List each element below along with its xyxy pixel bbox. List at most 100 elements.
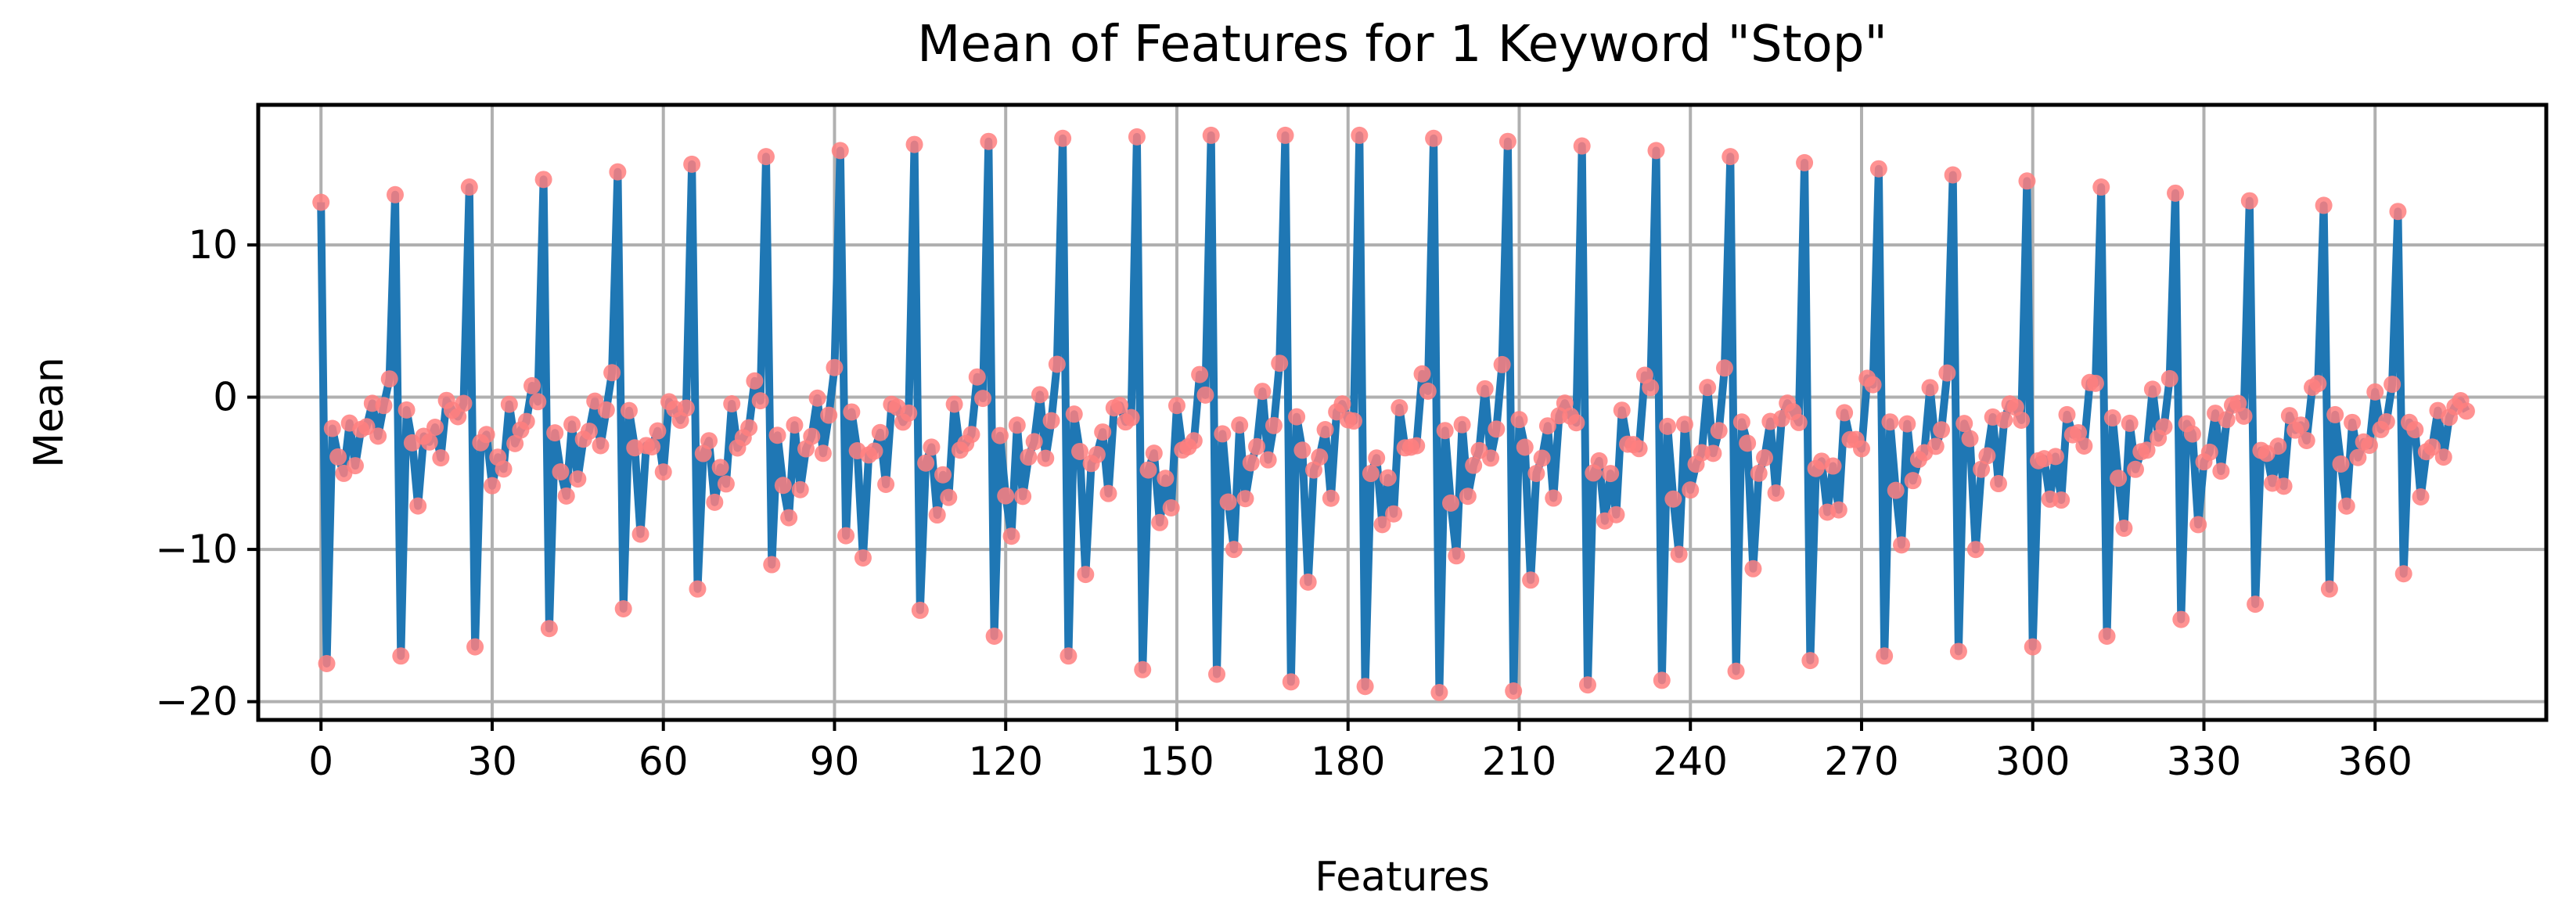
data-point — [1602, 465, 1620, 483]
data-point — [1185, 432, 1203, 450]
data-point — [1715, 359, 1733, 377]
data-point — [329, 448, 347, 466]
data-point — [1265, 416, 1283, 434]
axis-ticks: 0 30 60 90 120 150 180 210 240 270 300 330 360 10 0 −10… — [155, 222, 2412, 784]
data-point — [455, 394, 473, 412]
data-point — [2360, 437, 2378, 455]
data-point — [1642, 379, 1660, 397]
data-point — [552, 463, 570, 481]
x-tick-label: 270 — [1824, 739, 1898, 784]
data-point — [945, 395, 963, 413]
data-point — [1288, 408, 1306, 426]
data-point — [2200, 443, 2218, 461]
data-point — [1476, 380, 1494, 398]
data-point — [1351, 126, 1369, 144]
data-point — [2172, 610, 2190, 628]
data-point — [1556, 394, 1574, 412]
data-point — [2235, 407, 2253, 425]
data-point — [2018, 172, 2036, 190]
data-point — [466, 638, 484, 656]
data-point — [1578, 676, 1596, 694]
data-point — [1134, 660, 1152, 678]
data-point — [968, 368, 986, 386]
data-point — [1567, 414, 1585, 432]
data-point — [2183, 425, 2201, 443]
data-point — [808, 389, 826, 407]
data-point — [1944, 166, 1962, 184]
data-point — [1482, 449, 1500, 467]
data-point — [506, 434, 524, 452]
data-point — [580, 423, 598, 441]
data-point — [1989, 475, 2007, 493]
data-point — [1893, 536, 1911, 554]
x-axis-label: Features — [1315, 854, 1490, 901]
data-point — [1254, 383, 1272, 401]
data-point — [2046, 448, 2064, 466]
data-point — [614, 599, 632, 617]
data-point — [2218, 411, 2236, 429]
data-point — [820, 406, 838, 424]
data-point — [1219, 493, 1237, 511]
data-point — [654, 463, 672, 481]
data-point — [1425, 129, 1443, 147]
data-point — [740, 419, 758, 437]
data-point — [1995, 411, 2013, 429]
data-point — [2292, 416, 2310, 434]
data-point — [2006, 398, 2024, 416]
data-point — [757, 148, 775, 166]
data-point — [1704, 444, 1722, 462]
data-point — [1590, 452, 1608, 470]
data-point — [1077, 566, 1095, 584]
data-point — [2434, 448, 2452, 466]
x-tick-label: 360 — [2338, 739, 2412, 784]
data-point — [1071, 442, 1089, 460]
data-point — [2326, 405, 2344, 423]
data-point — [1722, 148, 1740, 166]
data-point — [1653, 671, 1671, 689]
data-point — [2315, 196, 2333, 214]
data-point — [2349, 448, 2367, 466]
data-point — [814, 444, 832, 462]
data-point — [997, 487, 1015, 505]
data-point — [2167, 184, 2185, 202]
x-tick-label: 150 — [1139, 739, 1214, 784]
data-point — [1613, 401, 1631, 419]
data-point — [1111, 397, 1129, 415]
data-point — [2406, 421, 2424, 439]
data-point — [358, 418, 376, 436]
data-point — [346, 457, 364, 475]
data-point — [426, 419, 444, 437]
data-point — [1790, 413, 1808, 431]
data-point — [837, 527, 855, 545]
data-point — [1973, 460, 1991, 478]
data-point — [603, 364, 621, 382]
data-point — [1498, 132, 1516, 150]
data-point — [1710, 422, 1728, 440]
data-point — [1459, 488, 1477, 506]
data-point — [2384, 376, 2402, 394]
y-tick-label: −10 — [155, 527, 238, 572]
data-point — [786, 416, 804, 434]
data-point — [683, 155, 701, 173]
data-point — [1887, 481, 1905, 499]
data-point — [1927, 437, 1945, 455]
data-point — [1128, 128, 1146, 146]
data-point — [1014, 488, 1032, 506]
data-point — [2070, 423, 2088, 441]
data-point — [649, 422, 667, 440]
data-point — [2457, 402, 2475, 420]
data-point — [1191, 365, 1209, 383]
data-point — [2229, 394, 2247, 412]
data-point — [2412, 488, 2430, 506]
data-point — [1869, 160, 1887, 178]
data-point — [1876, 647, 1894, 665]
data-point — [546, 424, 564, 442]
data-point — [723, 395, 741, 413]
data-point — [1522, 571, 1540, 589]
data-point — [711, 459, 729, 477]
data-point — [1060, 647, 1078, 665]
data-point — [1670, 545, 1688, 563]
data-point — [1157, 470, 1175, 488]
data-point — [1385, 505, 1403, 523]
data-point — [1276, 126, 1294, 144]
